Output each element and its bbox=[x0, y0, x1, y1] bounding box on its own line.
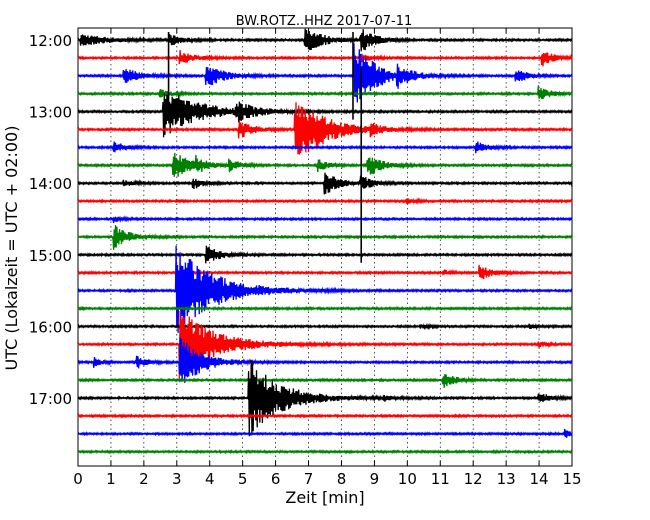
trace-1245 bbox=[77, 85, 573, 100]
x-tick-label: 4 bbox=[205, 470, 215, 488]
x-tick-label: 10 bbox=[398, 470, 417, 488]
x-axis-ticks: 0 1 2 3 4 5 6 7 8 9 10 11 12 13 14 15 bbox=[73, 28, 582, 488]
trace-1315 bbox=[77, 102, 573, 155]
trace-1515 bbox=[77, 264, 573, 280]
trace-1500 bbox=[77, 245, 573, 264]
x-tick-label: 6 bbox=[271, 470, 281, 488]
trace-1230 bbox=[77, 43, 573, 103]
x-tick-label: 7 bbox=[304, 470, 314, 488]
x-tick-label: 15 bbox=[562, 470, 581, 488]
y-axis-ticks: 12:00 13:00 14:00 15:00 16:00 17:00 bbox=[29, 32, 572, 408]
y-tick-label: 14:00 bbox=[29, 175, 72, 193]
trace-1200 bbox=[77, 28, 573, 52]
trace-1415 bbox=[77, 197, 573, 205]
y-tick-label: 13:00 bbox=[29, 104, 72, 122]
x-tick-label: 5 bbox=[238, 470, 248, 488]
x-tick-label: 2 bbox=[139, 470, 149, 488]
y-tick-label: 12:00 bbox=[29, 32, 72, 50]
trace-1615 bbox=[77, 310, 573, 379]
x-tick-label: 9 bbox=[370, 470, 380, 488]
plot-frame bbox=[77, 27, 573, 467]
trace-1445 bbox=[77, 225, 573, 250]
trace-1430 bbox=[77, 215, 573, 224]
trace-1300 bbox=[77, 93, 573, 138]
x-tick-label: 1 bbox=[106, 470, 116, 488]
trace-1645 bbox=[77, 374, 573, 388]
x-tick-label: 3 bbox=[172, 470, 182, 488]
trace-1630 bbox=[77, 337, 573, 383]
y-tick-label: 16:00 bbox=[29, 318, 72, 336]
trace-1215 bbox=[77, 50, 573, 67]
y-axis-label: UTC (Lokalzeit = UTC + 02:00) bbox=[2, 126, 21, 371]
trace-1330 bbox=[77, 141, 573, 154]
trace-1715 bbox=[77, 413, 573, 419]
x-tick-label: 14 bbox=[530, 470, 549, 488]
x-tick-label: 11 bbox=[431, 470, 450, 488]
y-tick-label: 17:00 bbox=[29, 390, 72, 408]
trace-1745 bbox=[77, 448, 573, 455]
trace-1400 bbox=[77, 172, 573, 195]
x-tick-label: 8 bbox=[337, 470, 347, 488]
trace-1345 bbox=[77, 152, 573, 177]
trace-1545 bbox=[77, 305, 573, 312]
y-tick-label: 15:00 bbox=[29, 247, 72, 265]
trace-1600 bbox=[77, 322, 573, 331]
trace-1700 bbox=[77, 359, 573, 437]
x-tick-label: 12 bbox=[464, 470, 483, 488]
chart-title: BW.ROTZ..HHZ 2017-07-11 bbox=[236, 14, 412, 29]
trace-1730 bbox=[77, 428, 573, 438]
x-tick-label: 0 bbox=[73, 470, 83, 488]
trace-1530 bbox=[77, 245, 573, 333]
x-axis-label: Zeit [min] bbox=[285, 488, 364, 507]
x-tick-label: 13 bbox=[497, 470, 516, 488]
seismic-traces bbox=[77, 28, 573, 455]
long-period-spikes bbox=[167, 32, 363, 263]
